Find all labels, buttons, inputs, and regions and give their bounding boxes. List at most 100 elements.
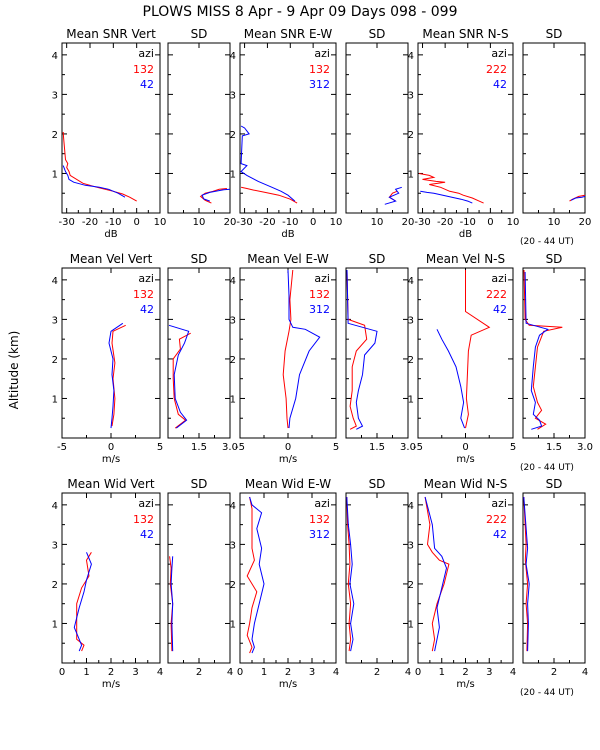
y-tick-label: 1 xyxy=(408,169,414,180)
y-tick-label: 1 xyxy=(230,169,236,180)
x-tick-label: 4 xyxy=(582,667,588,678)
legend-header: azi xyxy=(138,47,154,60)
x-tick-label: 0 xyxy=(108,442,114,453)
y-tick-label: 3 xyxy=(408,540,414,551)
series-line-42 xyxy=(424,496,448,652)
y-tick-label: 4 xyxy=(230,501,236,512)
series-line-42 xyxy=(201,188,231,202)
panel-4: Mean SNR N-S -30 -20 -10 0 10 1 2 3 4 dB azi 222 42 xyxy=(408,27,520,240)
y-tick-label: 1 xyxy=(52,394,58,405)
series-line-132 xyxy=(240,186,298,204)
legend-entry: 312 xyxy=(309,78,330,91)
series-line-42 xyxy=(62,165,126,198)
series-line-222 xyxy=(419,173,484,204)
series-line-42 xyxy=(73,552,92,652)
x-tick-label: 5 xyxy=(333,442,339,453)
legend-entry: 132 xyxy=(309,288,330,301)
x-tick-label: 1.5 xyxy=(369,442,385,453)
y-tick-label: 3 xyxy=(408,315,414,326)
x-tick-label: 3.0 xyxy=(400,442,416,453)
y-tick-label: 1 xyxy=(408,394,414,405)
y-tick-label: 2 xyxy=(52,355,58,366)
x-axis-label: dB xyxy=(459,229,472,240)
x-tick-label: 0 xyxy=(133,217,139,228)
x-tick-label: 3 xyxy=(309,667,315,678)
series-line-132 xyxy=(246,496,258,654)
x-tick-label: 0 xyxy=(237,667,243,678)
x-tick-label: 0 xyxy=(415,667,421,678)
panel-17: SD 2 4 xyxy=(522,477,588,678)
x-tick-label: 10 xyxy=(371,217,384,228)
x-axis-label: m/s xyxy=(102,454,120,465)
x-tick-label: 3.0 xyxy=(222,442,238,453)
altitude-axis-label: Altitude (km) xyxy=(7,331,21,410)
legend-entry: 312 xyxy=(309,528,330,541)
series-line-222 xyxy=(523,496,529,652)
panel-0: Mean SNR Vert -30 -20 -10 0 10 1 2 3 4 dB azi 132 42 xyxy=(52,27,167,240)
panel-16: Mean Wid N-S 0 1 2 3 4 1 2 3 4 m/s azi 222 42 xyxy=(408,477,517,690)
panel-9: SD 1.5 3.0 xyxy=(345,252,416,453)
panel-frame xyxy=(239,42,337,214)
x-axis-label: dB xyxy=(281,229,294,240)
x-tick-label: 4 xyxy=(510,667,516,678)
series-line-42 xyxy=(420,190,473,204)
legend-entry: 42 xyxy=(493,303,507,316)
legend-entry: 42 xyxy=(493,528,507,541)
y-tick-label: 4 xyxy=(52,501,58,512)
legend-header: azi xyxy=(491,272,507,285)
x-axis-label: m/s xyxy=(279,679,297,690)
series-line-312 xyxy=(240,125,296,202)
panel-frame xyxy=(345,492,409,664)
y-tick-label: 1 xyxy=(52,169,58,180)
utc-note-snr: (20 - 44 UT) xyxy=(520,237,574,247)
y-tick-label: 3 xyxy=(52,315,58,326)
x-tick-label: 0 xyxy=(285,442,291,453)
x-tick-label: 0 xyxy=(59,667,65,678)
x-tick-label: 10 xyxy=(548,217,561,228)
legend-entry: 42 xyxy=(140,78,154,91)
series-line-132 xyxy=(76,552,92,652)
panel-title: Mean Wid E-W xyxy=(245,477,331,491)
y-tick-label: 3 xyxy=(408,90,414,101)
panel-title: Mean SNR N-S xyxy=(422,27,508,41)
x-tick-label: 1 xyxy=(83,667,89,678)
series-line-42 xyxy=(570,195,586,201)
series-line-132 xyxy=(199,188,227,204)
x-tick-label: 2 xyxy=(108,667,114,678)
x-tick-label: 4 xyxy=(157,667,163,678)
x-tick-label: 10 xyxy=(193,217,206,228)
series-line-312 xyxy=(346,269,378,430)
y-tick-label: 2 xyxy=(52,580,58,591)
series-line-42 xyxy=(436,329,466,429)
panel-frame xyxy=(167,492,231,664)
y-tick-label: 2 xyxy=(230,580,236,591)
series-line-312 xyxy=(287,269,321,429)
y-tick-label: 4 xyxy=(408,51,414,62)
x-tick-label: -5 xyxy=(235,442,245,453)
x-tick-label: -10 xyxy=(105,217,121,228)
panel-frame xyxy=(522,267,586,439)
panel-12: Mean Wid Vert 0 1 2 3 4 1 2 3 4 m/s azi 132 42 xyxy=(52,477,164,690)
panel-title: Mean Wid Vert xyxy=(67,477,154,491)
y-tick-label: 4 xyxy=(52,51,58,62)
panel-15: SD 2 4 xyxy=(345,477,411,678)
y-tick-label: 1 xyxy=(408,619,414,630)
legend-entry: 42 xyxy=(140,528,154,541)
y-tick-label: 2 xyxy=(52,130,58,141)
panel-10: Mean Vel N-S -5 0 5 1 2 3 4 m/s azi 222 42 xyxy=(408,252,517,465)
y-tick-label: 4 xyxy=(408,276,414,287)
x-tick-label: 3 xyxy=(132,667,138,678)
series-line-312 xyxy=(249,496,265,654)
x-tick-label: 0 xyxy=(462,442,468,453)
y-tick-label: 3 xyxy=(230,90,236,101)
x-tick-label: 20 xyxy=(579,217,592,228)
legend-entry: 42 xyxy=(493,78,507,91)
panels: Mean SNR Vert-30 -20 -10 0 101234dBazi13242S… xyxy=(52,27,593,690)
legend-header: azi xyxy=(491,497,507,510)
series-line-42 xyxy=(523,496,530,652)
panel-title: SD xyxy=(191,477,208,491)
x-tick-label: -5 xyxy=(57,442,67,453)
y-tick-label: 4 xyxy=(52,276,58,287)
panel-title: SD xyxy=(191,252,208,266)
legend-entry: 132 xyxy=(133,63,154,76)
